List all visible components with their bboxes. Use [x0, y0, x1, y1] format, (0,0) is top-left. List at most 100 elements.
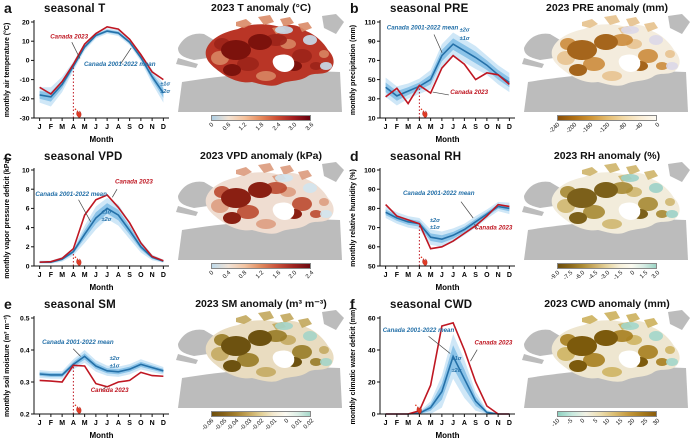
x-axis-label: Month: [90, 431, 114, 440]
svg-text:M: M: [59, 420, 65, 427]
panel-b-map-cell: 2023 PRE anomaly (mm) -240 -200 -160 -120 -8…: [522, 0, 692, 148]
svg-text:-20: -20: [20, 96, 30, 103]
panel-c-chart-cell: c seasonal VPD 10 8 6 4 2 0 J F M A M J J A S O N D Month m…: [0, 148, 176, 296]
svg-text:40: 40: [368, 347, 376, 354]
colorbar-f: [557, 411, 657, 417]
svg-text:30: 30: [368, 96, 376, 103]
panel-letter-d: d: [350, 148, 359, 164]
colorbar-ticks-c: 0 0.4 0.8 1.2 1.6 2.0 2.4: [176, 270, 346, 296]
svg-text:0: 0: [372, 411, 376, 418]
svg-text:D: D: [507, 124, 512, 131]
svg-text:J: J: [451, 124, 455, 131]
fire-icon: [420, 256, 428, 266]
svg-text:100: 100: [364, 167, 376, 174]
sigma-band: [39, 350, 164, 379]
panel-f-group: f seasonal CWD 60 40 20 0 J F M A M J J A S O N D Month m…: [346, 296, 692, 444]
sigma-band: [39, 28, 164, 107]
panel-a-chart-cell: a seasonal T 20 10 0 -10 -20 -30 J F M A M J J A S O N D M…: [0, 0, 176, 148]
chart-title-a: seasonal T: [44, 3, 106, 15]
svg-text:0.2: 0.2: [20, 411, 30, 418]
alaska-landmass: [524, 181, 561, 208]
svg-text:4: 4: [26, 225, 30, 232]
colorbar-e: [211, 411, 311, 417]
annotation: ±1σ: [102, 210, 112, 216]
svg-text:J: J: [38, 420, 42, 427]
svg-text:J: J: [105, 420, 109, 427]
svg-text:S: S: [127, 124, 132, 131]
svg-text:50: 50: [368, 77, 376, 84]
arctic-island: [258, 163, 274, 173]
map-title-c: 2023 VPD anomaly (kPa): [200, 150, 322, 162]
svg-text:A: A: [462, 272, 467, 279]
hudson-bay: [272, 54, 295, 72]
chart-title-b: seasonal PRE: [390, 3, 469, 15]
svg-text:A: A: [116, 272, 121, 279]
svg-text:J: J: [384, 272, 388, 279]
svg-text:6: 6: [26, 206, 30, 213]
year-2023-line: [385, 203, 510, 250]
svg-text:0.3: 0.3: [20, 379, 30, 386]
panel-a-map-cell: 2023 T anomaly (°C) 0 0.6 1.2 1.8 2.4 3.0 3.6: [176, 0, 346, 148]
svg-text:90: 90: [368, 187, 376, 194]
svg-text:A: A: [71, 124, 76, 131]
svg-text:J: J: [38, 124, 42, 131]
svg-text:A: A: [116, 124, 121, 131]
svg-text:110: 110: [365, 19, 376, 26]
alaska-landmass: [178, 33, 215, 60]
map-title-e: 2023 SM anomaly (m³ m⁻³): [195, 298, 327, 310]
arctic-island: [236, 19, 252, 28]
canada-map-c: [176, 162, 344, 260]
annotation: ±2σ: [160, 89, 170, 95]
annotation: Canada 2023: [91, 387, 129, 394]
map-title-f: 2023 CWD anomaly (mm): [544, 298, 670, 310]
sigma-band: [385, 38, 510, 101]
svg-text:A: A: [462, 124, 467, 131]
svg-text:J: J: [105, 272, 109, 279]
svg-text:J: J: [451, 272, 455, 279]
arctic-island: [604, 311, 620, 321]
arctic-island: [626, 313, 640, 323]
svg-text:N: N: [496, 420, 501, 427]
svg-text:N: N: [150, 272, 155, 279]
hudson-bay: [618, 54, 641, 72]
annotation: Canada 2023: [50, 33, 88, 40]
svg-text:J: J: [384, 124, 388, 131]
svg-text:M: M: [428, 420, 434, 427]
svg-text:S: S: [473, 420, 478, 427]
svg-text:M: M: [82, 420, 88, 427]
svg-text:J: J: [451, 420, 455, 427]
arctic-island: [298, 22, 312, 32]
us-landmass: [178, 367, 342, 408]
arctic-island: [582, 315, 598, 324]
svg-text:O: O: [484, 272, 490, 279]
x-axis-label: Month: [90, 135, 114, 144]
us-landmass: [524, 367, 688, 408]
alaska-landmass: [524, 33, 561, 60]
annotation: ±2σ: [102, 217, 112, 223]
svg-text:20: 20: [368, 379, 376, 386]
figure-row-2: c seasonal VPD 10 8 6 4 2 0 J F M A M J J A S O N D Month m…: [0, 148, 692, 296]
y-axis-label: monthly vapor pressure deficit (kPa): [4, 157, 11, 278]
svg-text:M: M: [405, 420, 411, 427]
annotation: ±1σ: [160, 81, 170, 87]
annotation: Canada 2023: [115, 178, 153, 185]
map-title-b: 2023 PRE anomaly (mm): [546, 2, 668, 14]
annotation: Canada 2001-2022 mean: [84, 61, 156, 68]
panel-letter-f: f: [350, 296, 355, 312]
svg-text:M: M: [428, 272, 434, 279]
svg-text:10: 10: [368, 115, 376, 122]
y-axis-label: monthly air temperature (°C): [3, 23, 11, 118]
svg-text:20: 20: [22, 19, 30, 26]
svg-text:A: A: [417, 420, 422, 427]
svg-text:D: D: [161, 272, 166, 279]
svg-text:0: 0: [26, 263, 30, 270]
svg-text:0.4: 0.4: [20, 347, 30, 354]
panel-a-group: a seasonal T 20 10 0 -10 -20 -30 J F M A M J J A S O N D M…: [0, 0, 346, 148]
svg-text:F: F: [49, 420, 54, 427]
map-title-d: 2023 RH anomaly (%): [553, 150, 661, 162]
canada-map-b: [522, 14, 690, 112]
panel-e-chart-cell: e seasonal SM 0.5 0.4 0.3 0.2 J F M A M J J A S O N D Mo…: [0, 296, 176, 444]
